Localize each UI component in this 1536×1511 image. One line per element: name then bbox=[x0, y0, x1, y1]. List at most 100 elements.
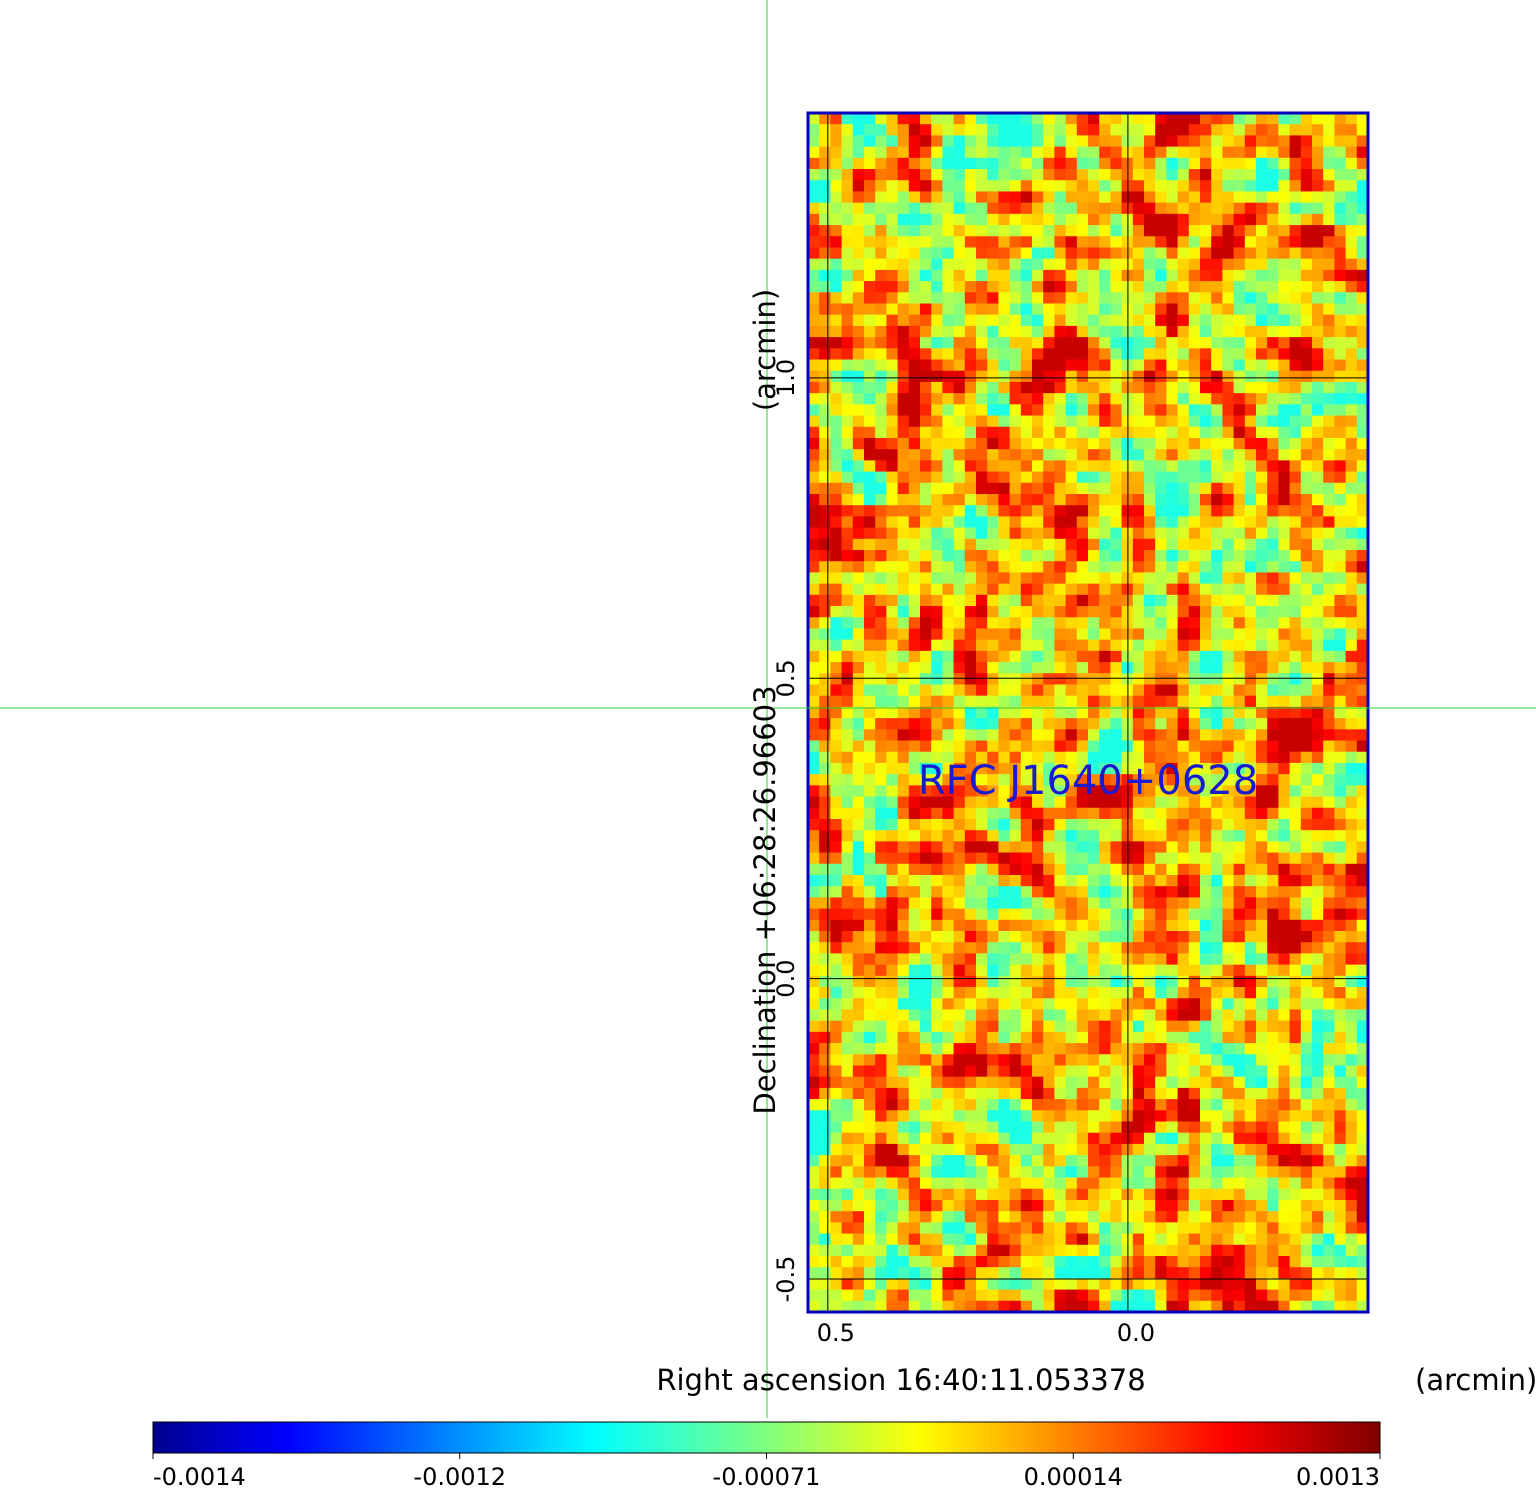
image-pixel bbox=[942, 729, 955, 742]
image-pixel bbox=[1155, 718, 1167, 730]
image-pixel bbox=[1222, 169, 1235, 181]
image-pixel bbox=[1088, 1020, 1100, 1033]
image-pixel bbox=[1345, 931, 1358, 943]
image-pixel bbox=[1177, 471, 1190, 484]
image-pixel bbox=[1054, 113, 1067, 125]
image-pixel bbox=[964, 426, 977, 439]
image-pixel bbox=[1300, 1155, 1313, 1167]
image-pixel bbox=[1200, 348, 1212, 361]
image-pixel bbox=[987, 583, 999, 596]
image-pixel bbox=[1222, 269, 1235, 282]
image-pixel bbox=[1020, 583, 1033, 596]
image-pixel bbox=[1009, 662, 1022, 674]
image-pixel bbox=[987, 729, 999, 742]
image-pixel bbox=[964, 1155, 977, 1167]
image-pixel bbox=[976, 818, 988, 831]
image-pixel bbox=[886, 695, 899, 708]
image-pixel bbox=[1099, 1166, 1111, 1179]
image-pixel bbox=[1233, 1043, 1246, 1055]
image-pixel bbox=[908, 852, 921, 865]
image-pixel bbox=[1222, 281, 1235, 293]
image-pixel bbox=[920, 281, 932, 293]
image-pixel bbox=[1110, 695, 1123, 708]
image-pixel bbox=[1144, 1211, 1156, 1223]
image-pixel bbox=[1345, 527, 1358, 540]
image-pixel bbox=[1099, 505, 1111, 518]
image-pixel bbox=[1200, 225, 1212, 237]
image-pixel bbox=[1312, 583, 1324, 596]
image-pixel bbox=[920, 146, 932, 159]
image-pixel bbox=[1278, 1043, 1291, 1055]
image-pixel bbox=[1345, 1143, 1358, 1156]
image-pixel bbox=[1166, 561, 1179, 574]
image-pixel bbox=[964, 807, 977, 820]
image-pixel bbox=[931, 482, 943, 495]
image-pixel bbox=[964, 684, 977, 697]
image-pixel bbox=[864, 113, 876, 125]
image-pixel bbox=[1177, 213, 1190, 226]
image-pixel bbox=[998, 1155, 1011, 1167]
image-pixel bbox=[1244, 931, 1257, 943]
image-pixel bbox=[998, 908, 1011, 921]
image-pixel bbox=[976, 505, 988, 518]
image-pixel bbox=[953, 908, 966, 921]
image-pixel bbox=[964, 213, 977, 226]
image-pixel bbox=[819, 1099, 831, 1111]
image-pixel bbox=[953, 516, 966, 529]
image-pixel bbox=[976, 1143, 988, 1156]
image-pixel bbox=[1256, 393, 1268, 405]
image-pixel bbox=[1009, 169, 1022, 181]
image-pixel bbox=[942, 762, 955, 775]
image-pixel bbox=[976, 1188, 988, 1201]
image-pixel bbox=[1054, 807, 1067, 820]
image-pixel bbox=[1177, 1222, 1190, 1235]
image-pixel bbox=[1256, 527, 1268, 540]
image-pixel bbox=[1233, 886, 1246, 898]
image-pixel bbox=[953, 684, 966, 697]
image-pixel bbox=[1076, 1054, 1089, 1067]
image-pixel bbox=[1009, 919, 1022, 932]
image-pixel bbox=[1099, 404, 1111, 417]
image-pixel bbox=[1144, 180, 1156, 193]
image-pixel bbox=[1177, 1110, 1190, 1123]
image-pixel bbox=[1334, 1199, 1347, 1212]
image-pixel bbox=[1155, 393, 1167, 405]
image-pixel bbox=[1312, 695, 1324, 708]
image-pixel bbox=[1188, 830, 1201, 842]
image-pixel bbox=[1312, 202, 1324, 215]
image-pixel bbox=[1076, 639, 1089, 652]
image-pixel bbox=[886, 953, 899, 966]
image-pixel bbox=[864, 303, 876, 316]
image-pixel bbox=[1110, 370, 1123, 383]
image-pixel bbox=[1099, 258, 1111, 271]
image-pixel bbox=[1166, 662, 1179, 674]
image-pixel bbox=[1267, 684, 1279, 697]
image-pixel bbox=[964, 314, 977, 327]
image-pixel bbox=[987, 292, 999, 305]
image-pixel bbox=[1166, 650, 1179, 663]
image-pixel bbox=[1110, 706, 1123, 719]
image-pixel bbox=[964, 550, 977, 562]
image-pixel bbox=[1009, 404, 1022, 417]
image-pixel bbox=[852, 964, 865, 977]
image-pixel bbox=[953, 673, 966, 686]
image-pixel bbox=[998, 1076, 1011, 1089]
image-pixel bbox=[897, 1020, 910, 1033]
image-pixel bbox=[1032, 908, 1044, 921]
image-pixel bbox=[1312, 1155, 1324, 1167]
image-pixel bbox=[841, 975, 854, 988]
image-pixel bbox=[1043, 1009, 1055, 1022]
image-pixel bbox=[964, 258, 977, 271]
image-pixel bbox=[1267, 695, 1279, 708]
image-pixel bbox=[1076, 874, 1089, 887]
image-pixel bbox=[1244, 975, 1257, 988]
image-pixel bbox=[953, 325, 966, 338]
image-pixel bbox=[908, 1166, 921, 1179]
image-pixel bbox=[1155, 1143, 1167, 1156]
image-pixel bbox=[1323, 1121, 1335, 1134]
image-pixel bbox=[1222, 1121, 1235, 1134]
image-pixel bbox=[1323, 998, 1335, 1011]
image-pixel bbox=[864, 830, 876, 842]
image-pixel bbox=[1065, 460, 1078, 473]
image-pixel bbox=[1043, 762, 1055, 775]
